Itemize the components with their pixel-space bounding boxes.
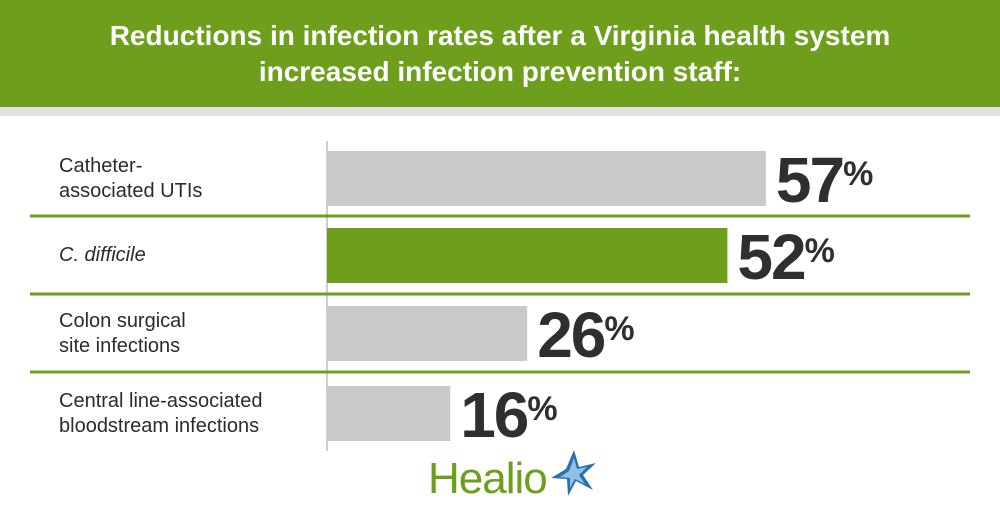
category-label-line: associated UTIs	[59, 179, 203, 202]
category-label-line: bloodstream infections	[59, 414, 260, 437]
value-number: 26	[537, 299, 606, 371]
bar-2	[327, 228, 728, 283]
star-icon	[551, 450, 596, 496]
category-label-4: Central line-associated bloodstream infec…	[59, 389, 319, 439]
title-line-1: Reductions in infection rates after a Vi…	[109, 19, 891, 51]
bar-3	[327, 306, 528, 361]
value-label-4: 16%	[460, 383, 557, 447]
title-line-2: increased infection prevention staff:	[258, 55, 742, 87]
value-label-3: 26%	[537, 303, 634, 367]
category-label-line: C. difficile	[59, 244, 146, 266]
bar-chart: Catheter-associated UTIs 57% C. difficile 5…	[0, 116, 1000, 466]
category-label-1: Catheter-associated UTIs	[59, 154, 319, 204]
value-label-2: 52%	[737, 225, 834, 289]
header-banner: Reductions in infection rates after a Vi…	[0, 0, 1000, 107]
bar-chart-svg	[30, 141, 970, 451]
percent-sign: %	[604, 310, 635, 348]
healio-logo: Healio	[428, 448, 608, 508]
category-label-line: site infections	[59, 334, 181, 357]
value-number: 52	[737, 221, 806, 293]
value-number: 57	[775, 144, 845, 216]
logo-text: Healio	[428, 454, 548, 503]
value-number: 16	[460, 379, 529, 451]
category-label-line: Colon surgical	[59, 309, 186, 332]
category-label-line: Central line-associated	[59, 389, 263, 412]
percent-sign: %	[804, 232, 835, 270]
category-label-2: C. difficile	[59, 243, 319, 268]
header-stripe	[0, 107, 1000, 116]
bar-4	[327, 386, 451, 441]
percent-sign: %	[843, 155, 874, 193]
category-label-3: Colon surgical site infections	[59, 309, 319, 359]
percent-sign: %	[527, 390, 558, 428]
value-label-1: 57%	[776, 148, 873, 212]
category-label-line: Catheter-	[59, 154, 143, 177]
bar-1	[327, 151, 766, 206]
